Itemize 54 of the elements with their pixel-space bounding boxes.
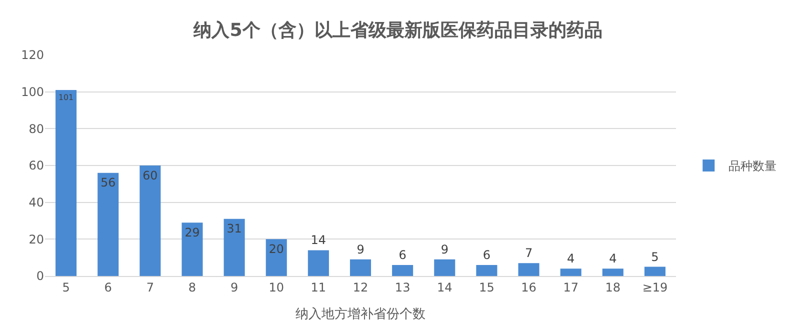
x-tick-label: 10 xyxy=(268,280,284,294)
bar xyxy=(98,172,119,276)
bar xyxy=(434,259,456,276)
data-label: 9 xyxy=(356,242,364,256)
x-axis-title: 纳入地方增补省份个数 xyxy=(296,306,426,322)
data-label: 6 xyxy=(482,248,491,262)
y-tick-label: 60 xyxy=(28,158,44,173)
x-tick-label: 13 xyxy=(394,280,410,294)
y-tick-label: 100 xyxy=(21,85,44,100)
bar xyxy=(308,250,329,276)
bar xyxy=(350,259,372,276)
legend-label: 品种数量 xyxy=(728,159,777,174)
x-tick-label: 17 xyxy=(563,280,578,294)
x-tick-label: 15 xyxy=(479,280,494,294)
data-label: 14 xyxy=(310,233,326,248)
y-tick-label: 40 xyxy=(28,196,44,210)
x-tick-label: 5 xyxy=(62,280,70,294)
data-label: 4 xyxy=(567,252,575,266)
bar xyxy=(518,263,540,276)
bar xyxy=(602,268,624,276)
y-tick-label: 120 xyxy=(21,48,44,62)
data-label: 31 xyxy=(226,222,242,236)
y-tick-label: 20 xyxy=(28,232,44,246)
x-tick-label: 8 xyxy=(188,280,196,294)
bar xyxy=(392,264,414,276)
bar xyxy=(644,266,666,276)
data-label: 60 xyxy=(142,168,158,182)
data-label: 56 xyxy=(100,176,116,190)
bar xyxy=(266,239,287,276)
data-label: 4 xyxy=(609,252,617,266)
data-label: 29 xyxy=(184,225,200,240)
x-tick-label: 18 xyxy=(605,280,621,294)
x-tick-label: 7 xyxy=(146,280,154,294)
bar xyxy=(476,264,498,276)
x-tick-label: 14 xyxy=(436,280,452,294)
bar xyxy=(224,218,245,276)
bar xyxy=(182,222,203,276)
data-label: 6 xyxy=(398,248,406,262)
y-tick-label: 0 xyxy=(36,269,44,284)
bar xyxy=(140,166,161,276)
data-label: 5 xyxy=(651,250,659,264)
x-tick-label: 12 xyxy=(352,280,368,294)
x-tick-label: 16 xyxy=(521,280,536,294)
bar xyxy=(560,268,582,276)
y-tick-label: 80 xyxy=(28,122,44,136)
data-label: 20 xyxy=(268,242,284,256)
x-tick-label: ≥19 xyxy=(642,280,668,294)
bar xyxy=(56,90,77,276)
x-tick-label: 11 xyxy=(310,280,326,294)
data-label: 7 xyxy=(524,246,533,260)
data-label: 9 xyxy=(440,242,448,256)
x-tick-label: 6 xyxy=(104,280,112,294)
x-tick-label: 9 xyxy=(230,280,238,294)
chart-title: 纳入5个（含）以上省级最新版医保药品目录的药品 xyxy=(192,20,602,41)
